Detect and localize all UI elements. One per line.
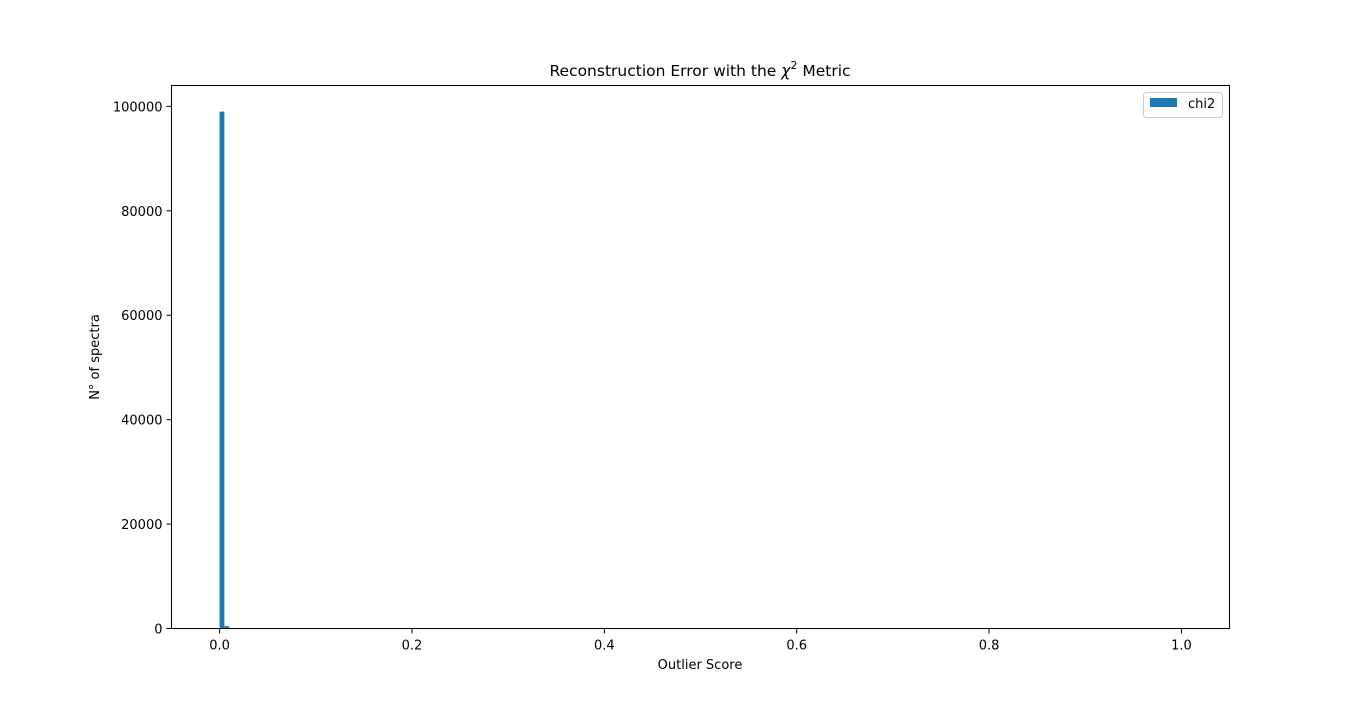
y-tick-label: 40000: [121, 414, 162, 429]
x-axis-label: Outlier Score: [658, 658, 743, 673]
y-tick-label: 60000: [121, 309, 162, 324]
chart-title-main: Reconstruction Error with the: [549, 62, 781, 80]
x-tick-label: 0.2: [402, 639, 423, 654]
x-tick-label: 0.6: [786, 639, 807, 654]
y-axis-label: N° of spectra: [88, 314, 103, 400]
x-tick-label: 0.0: [209, 639, 230, 654]
plot-area-frame: [171, 85, 1230, 629]
histogram-bars: [219, 111, 230, 629]
histogram-bar-0-0: [219, 111, 225, 629]
chart-title-symbol: χ: [780, 62, 791, 80]
chart-title: Reconstruction Error with the χ2 Metric: [549, 59, 850, 80]
legend-swatch-chi2: [1150, 98, 1177, 107]
chart-title-end: Metric: [797, 62, 850, 80]
x-axis-ticks: 0.0 0.2 0.4 0.6 0.8 1.0: [209, 628, 1192, 654]
x-tick-label: 0.4: [594, 639, 615, 654]
y-tick-label: 100000: [113, 100, 163, 115]
y-axis-ticks: 0 20000 40000 60000 80000 100000: [113, 100, 172, 638]
x-tick-label: 1.0: [1171, 639, 1192, 654]
legend-label-chi2: chi2: [1188, 97, 1215, 112]
legend: chi2: [1143, 92, 1223, 118]
y-tick-label: 0: [154, 623, 162, 638]
y-tick-label: 20000: [121, 518, 162, 533]
chart-title-exponent: 2: [790, 59, 797, 72]
histogram-bar-0-1: [224, 626, 230, 629]
x-tick-label: 0.8: [979, 639, 1000, 654]
y-tick-label: 80000: [121, 205, 162, 220]
